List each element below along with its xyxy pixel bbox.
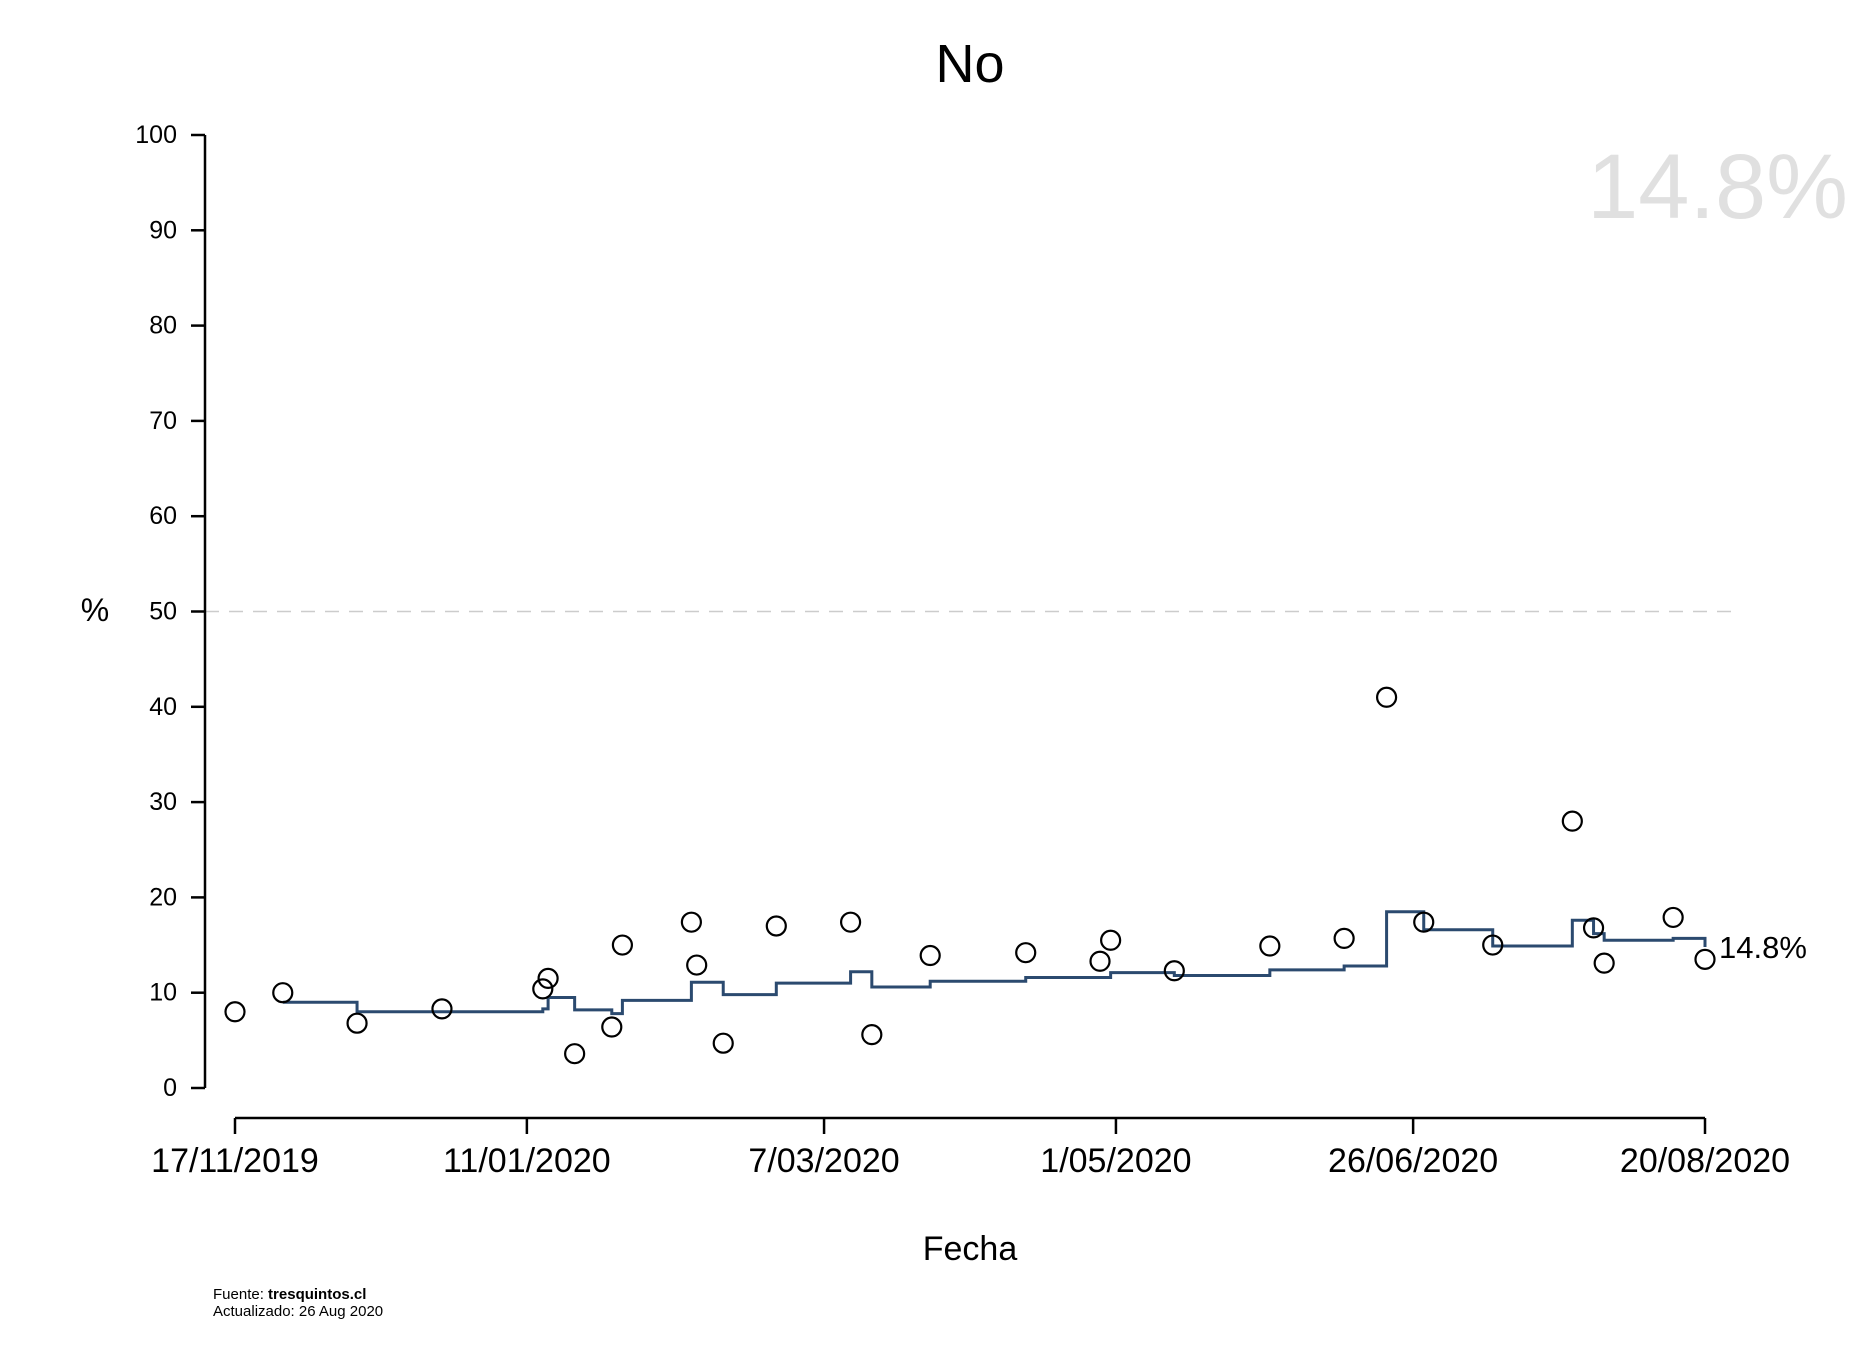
- source-line: Fuente: tresquintos.cl: [213, 1286, 367, 1303]
- x-tick-label: 17/11/2019: [151, 1142, 319, 1180]
- poll-point: [686, 954, 708, 976]
- poll-point: [1413, 911, 1435, 933]
- poll-point: [861, 1024, 883, 1046]
- poll-point: [1015, 942, 1037, 964]
- chart-title: No: [935, 34, 1004, 94]
- poll-point: [765, 915, 787, 937]
- poll-point: [601, 1016, 623, 1038]
- y-tick-label: 20: [149, 883, 177, 911]
- poll-point: [1375, 686, 1398, 708]
- poll-point: [1259, 935, 1281, 957]
- poll-point: [532, 978, 554, 1000]
- poll-point: [1582, 917, 1605, 939]
- poll-points: [224, 686, 1716, 1065]
- poll-point: [1593, 952, 1615, 974]
- poll-point: [611, 934, 634, 956]
- x-tick-label: 11/01/2020: [443, 1142, 611, 1180]
- poll-point: [1100, 929, 1122, 951]
- x-axis: 17/11/2019 11/01/2020 7/03/2020 1/05/2020 26…: [151, 1116, 1790, 1180]
- poll-point: [839, 911, 862, 933]
- y-tick-label: 90: [149, 216, 177, 244]
- poll-point: [1089, 950, 1111, 972]
- poll-point: [1662, 906, 1684, 929]
- y-tick-label: 40: [149, 693, 177, 721]
- trend-line: [282, 910, 1707, 1016]
- y-tick-label: 80: [149, 312, 177, 340]
- poll-point: [346, 1012, 368, 1034]
- y-tick-label: 30: [149, 788, 177, 816]
- y-tick-label: 60: [149, 502, 177, 530]
- poll-point: [431, 998, 453, 1020]
- poll-point: [1561, 810, 1583, 832]
- poll-point: [1333, 927, 1355, 949]
- poll-point: [712, 1032, 734, 1054]
- footer: Fuente: tresquintos.cl Actualizado: 26 A…: [213, 1286, 383, 1320]
- x-tick-label: 26/06/2020: [1328, 1142, 1498, 1180]
- source-site: tresquintos.cl: [268, 1286, 367, 1303]
- y-tick-label: 50: [149, 598, 177, 626]
- poll-point: [537, 967, 559, 990]
- x-tick-label: 20/08/2020: [1620, 1142, 1790, 1180]
- poll-point: [680, 911, 702, 933]
- poll-point: [1163, 960, 1185, 982]
- y-tick-label: 100: [135, 121, 177, 149]
- end-label: 14.8%: [1719, 930, 1807, 965]
- watermark-value: 14.8%: [1587, 136, 1848, 238]
- poll-point: [272, 982, 294, 1004]
- poll-point: [224, 1001, 246, 1023]
- y-tick-label: 10: [149, 979, 177, 1007]
- updated-line: Actualizado: 26 Aug 2020: [213, 1303, 384, 1320]
- y-tick-label: 70: [149, 407, 177, 435]
- x-axis-title: Fecha: [923, 1230, 1018, 1268]
- poll-point: [919, 944, 941, 967]
- y-tick-label: 0: [163, 1074, 177, 1102]
- x-tick-label: 1/05/2020: [1040, 1142, 1191, 1180]
- x-tick-label: 7/03/2020: [748, 1142, 899, 1180]
- poll-point: [1482, 934, 1504, 956]
- y-axis: 0 10 20 30 40 50 60 70 80 90 100: [135, 121, 207, 1102]
- poll-point: [564, 1043, 586, 1065]
- y-axis-title: %: [81, 592, 109, 628]
- poll-point: [1694, 948, 1716, 970]
